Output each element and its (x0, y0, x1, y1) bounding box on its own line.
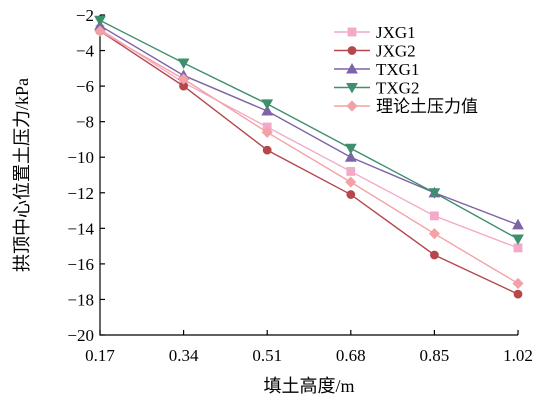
x-axis: 0.17 0.34 0.51 0.68 0.85 1.02 (85, 330, 533, 365)
y-axis-title: 拱顶中心位置土压力/kPa (12, 78, 32, 272)
legend-marker (346, 62, 358, 74)
legend-item: JXG1 (334, 23, 416, 42)
series-4 (94, 25, 524, 290)
legend-marker (346, 82, 358, 94)
y-tick-label: −2 (76, 6, 94, 25)
y-tick-label: −18 (67, 290, 94, 309)
series-line (99, 28, 519, 249)
data-point (261, 99, 274, 110)
data-point (513, 289, 523, 299)
y-tick-label: −16 (67, 255, 94, 274)
series-line (99, 30, 519, 295)
data-point (94, 15, 106, 27)
data-point (512, 234, 524, 246)
data-point (345, 176, 357, 188)
x-tick-label: 0.34 (169, 346, 199, 365)
data-point (346, 167, 356, 176)
series-3 (94, 15, 524, 246)
series-line (99, 19, 519, 240)
legend-item: TXG1 (334, 60, 419, 79)
legend-marker (347, 27, 357, 37)
data-point (94, 25, 106, 37)
data-point (428, 188, 441, 199)
x-tick-label: 1.02 (503, 346, 533, 365)
data-point (344, 151, 357, 162)
y-tick-label: −6 (76, 77, 94, 96)
legend-label: JXG1 (376, 23, 416, 42)
data-point (429, 250, 439, 260)
data-point (512, 277, 524, 290)
data-point (346, 190, 356, 199)
legend-marker (347, 46, 357, 55)
legend-marker (346, 100, 358, 112)
data-point (428, 228, 440, 240)
series-layer (94, 15, 524, 299)
series-line (99, 25, 519, 226)
series-line (99, 30, 519, 285)
legend-item: JXG2 (334, 42, 416, 61)
legend-label: TXG2 (376, 79, 419, 98)
data-point (344, 143, 357, 155)
data-point (261, 126, 273, 138)
legend-item: 理论土压力值 (334, 97, 478, 116)
data-point (513, 243, 523, 253)
data-point (512, 218, 524, 230)
x-tick-label: 0.85 (420, 346, 450, 365)
data-point (177, 58, 190, 70)
y-tick-label: −4 (76, 42, 95, 61)
y-axis: −2 −4 −6 −8 −10 −12 −14 −16 −18 −20 (67, 6, 105, 345)
y-tick-label: −14 (67, 219, 94, 238)
legend-label: JXG2 (376, 42, 416, 61)
x-tick-label: 0.68 (336, 346, 366, 365)
y-tick-label: −10 (67, 148, 94, 167)
legend-item: TXG2 (334, 79, 419, 98)
x-axis-title: 填土高度/m (263, 376, 354, 396)
data-point (261, 104, 274, 116)
x-tick-label: 0.17 (85, 346, 115, 365)
data-point (429, 211, 439, 221)
legend-label: 理论土压力值 (376, 97, 478, 116)
y-tick-label: −12 (67, 184, 94, 203)
series-2 (94, 19, 524, 230)
y-tick-label: −8 (76, 113, 94, 132)
data-point (178, 73, 190, 85)
x-tick-label: 0.51 (252, 346, 282, 365)
series-0 (95, 24, 523, 253)
legend-label: TXG1 (376, 60, 419, 79)
y-tick-label: −20 (67, 326, 94, 345)
data-point (262, 145, 272, 155)
